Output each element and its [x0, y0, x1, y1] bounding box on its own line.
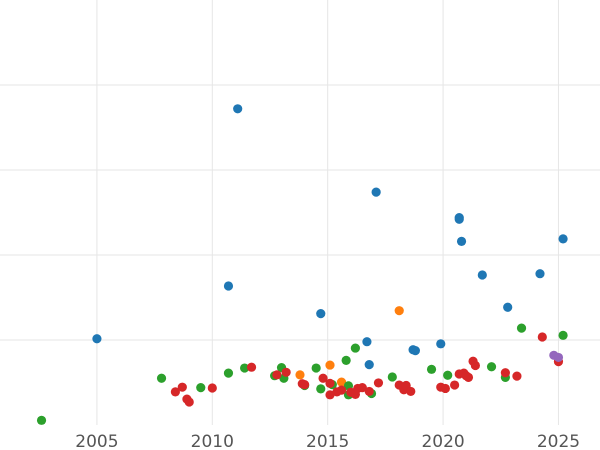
data-point: [281, 367, 291, 377]
data-point: [295, 370, 305, 380]
data-point: [311, 363, 321, 373]
data-point: [156, 373, 167, 383]
data-point: [516, 323, 527, 333]
data-point: [246, 362, 257, 372]
data-point: [300, 380, 310, 390]
data-point: [350, 343, 360, 353]
data-point: [410, 346, 420, 356]
data-point: [240, 363, 250, 373]
data-point: [470, 360, 480, 371]
data-point: [364, 386, 374, 397]
data-point: [373, 378, 384, 388]
data-point: [196, 383, 206, 393]
data-point: [456, 236, 467, 246]
data-point: [207, 383, 217, 393]
data-point: [512, 371, 522, 381]
data-point: [325, 378, 335, 388]
data-point: [436, 339, 446, 349]
data-point: [223, 281, 234, 291]
data-point: [36, 415, 47, 425]
data-point: [364, 360, 374, 370]
x-axis-tick-labels: 2005 2010 2015 2020 2025: [75, 432, 580, 450]
data-point: [450, 380, 460, 390]
data-point: [233, 104, 243, 114]
data-point: [357, 383, 367, 393]
data-point: [170, 387, 180, 397]
data-point: [477, 270, 487, 280]
data-point: [500, 368, 510, 378]
data-point: [336, 385, 347, 395]
data-point: [325, 390, 335, 400]
data-point: [463, 372, 474, 382]
data-point: [184, 397, 194, 407]
data-point: [272, 370, 282, 380]
data-point: [454, 214, 464, 224]
x-tick-label: 2015: [306, 432, 349, 450]
x-tick-label: 2005: [75, 432, 118, 450]
data-point: [223, 368, 234, 378]
data-point: [558, 330, 568, 340]
data-point: [371, 187, 381, 197]
data-point: [406, 386, 416, 397]
data-point: [325, 360, 335, 370]
x-tick-label: 2025: [537, 432, 580, 450]
x-tick-label: 2010: [191, 432, 234, 450]
data-point: [537, 332, 547, 342]
data-point: [558, 234, 568, 244]
data-point: [341, 355, 351, 365]
data-point: [503, 302, 513, 312]
data-points: [36, 104, 568, 425]
data-point: [316, 384, 326, 394]
data-point: [336, 377, 347, 387]
data-point: [394, 306, 404, 316]
data-point: [486, 362, 497, 372]
data-point: [316, 309, 326, 319]
data-point: [387, 372, 397, 382]
data-point: [535, 269, 545, 279]
data-point: [426, 364, 437, 374]
data-point: [318, 373, 328, 383]
data-point: [362, 337, 372, 347]
data-point: [177, 382, 187, 392]
data-point: [443, 370, 453, 380]
data-point: [92, 334, 102, 344]
grid: [0, 0, 600, 425]
data-point: [440, 383, 450, 394]
data-point: [553, 352, 564, 363]
x-tick-label: 2020: [421, 432, 464, 450]
